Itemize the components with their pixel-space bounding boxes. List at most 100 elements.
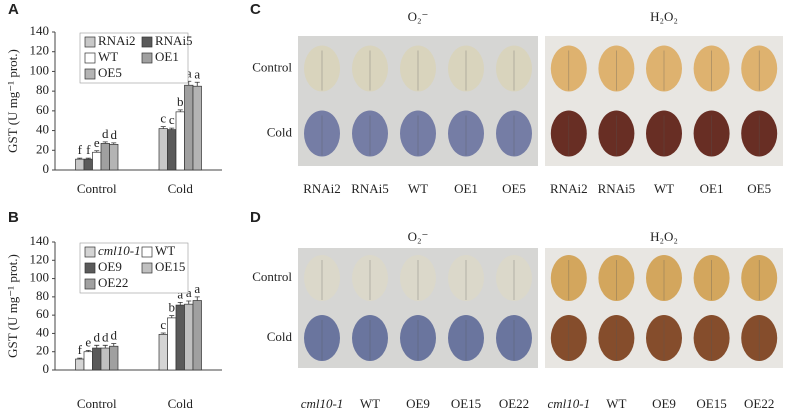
y-tick-label: 120: [30, 251, 50, 266]
bar: [100, 143, 110, 171]
legend-swatch: [84, 246, 96, 258]
legend-label: OE1: [155, 49, 179, 64]
bar: [175, 111, 185, 171]
bar: [92, 347, 102, 371]
y-tick-label: 100: [30, 62, 50, 77]
significance-letter: a: [194, 66, 200, 81]
legend-swatch: [84, 278, 96, 290]
x-tick-label: Control: [77, 181, 117, 196]
column-label: OE1: [454, 181, 478, 196]
bar: [167, 129, 177, 171]
y-tick-label: 0: [43, 361, 50, 376]
bar: [75, 358, 85, 371]
significance-letter: d: [102, 329, 109, 344]
row-label: Control: [252, 269, 292, 284]
y-tick-label: 140: [30, 233, 50, 248]
legend-label: RNAi5: [155, 33, 193, 48]
column-label: OE5: [502, 181, 526, 196]
x-tick-label: Control: [77, 396, 117, 411]
legend-label: cml10-1: [98, 243, 141, 258]
column-label: WT: [606, 396, 626, 411]
legend-swatch: [84, 68, 96, 80]
significance-letter: e: [94, 135, 100, 150]
error-bar: [85, 157, 91, 160]
y-tick-label: 140: [30, 23, 50, 38]
column-label: RNAi2: [550, 181, 588, 196]
error-bar: [102, 344, 108, 349]
bar: [158, 333, 168, 371]
error-bar: [177, 301, 183, 306]
column-label: OE22: [744, 396, 774, 411]
y-tick-label: 80: [36, 82, 49, 97]
column-label: RNAi2: [303, 181, 341, 196]
error-bar: [77, 357, 83, 360]
significance-letter: d: [111, 327, 118, 342]
bar: [100, 347, 110, 371]
error-bar: [194, 296, 200, 301]
significance-letter: a: [186, 65, 192, 80]
error-bar: [169, 127, 175, 130]
column-label: RNAi5: [598, 181, 636, 196]
significance-letter: b: [169, 300, 176, 315]
significance-letter: e: [85, 334, 91, 349]
error-bar: [194, 81, 200, 87]
row-label: Cold: [267, 124, 293, 139]
y-tick-label: 20: [36, 141, 49, 156]
photo-header: H₂O₂: [650, 9, 678, 24]
significance-letter: a: [177, 286, 183, 301]
row-label: Control: [252, 59, 292, 74]
error-bar: [177, 109, 183, 112]
error-bar: [160, 332, 166, 335]
significance-letter: f: [78, 342, 83, 357]
bar: [109, 345, 119, 371]
column-label: OE9: [406, 396, 430, 411]
error-bar: [77, 157, 83, 160]
column-label: RNAi5: [351, 181, 389, 196]
legend-box: [79, 242, 189, 294]
bar: [167, 317, 177, 371]
y-tick-label: 80: [36, 288, 49, 303]
panel-letter: A: [8, 1, 19, 18]
significance-letter: d: [102, 126, 109, 141]
y-tick-label: 60: [36, 102, 49, 117]
y-tick-label: 120: [30, 43, 50, 58]
x-tick-label: Cold: [168, 396, 194, 411]
y-tick-label: 20: [36, 343, 49, 358]
photo-header: H₂O₂: [650, 229, 678, 244]
legend-label: OE22: [98, 275, 128, 290]
bar: [158, 128, 168, 171]
error-bar: [169, 315, 175, 318]
column-label: cml10-1: [301, 396, 344, 411]
bar: [83, 158, 93, 171]
significance-letter: d: [94, 329, 101, 344]
significance-letter: f: [86, 142, 91, 157]
x-tick-label: Cold: [168, 181, 194, 196]
legend-swatch: [141, 246, 153, 258]
significance-letter: b: [177, 94, 184, 109]
error-bar: [111, 343, 117, 347]
significance-letter: c: [169, 112, 175, 127]
legend-swatch: [141, 52, 153, 64]
legend-swatch: [84, 36, 96, 48]
legend-label: WT: [155, 243, 175, 258]
bar: [109, 144, 119, 171]
row-label: Cold: [267, 329, 293, 344]
photo-header: O₂⁻: [408, 229, 429, 244]
legend-swatch: [84, 262, 96, 274]
significance-letter: c: [160, 111, 166, 126]
panel-letter: D: [250, 209, 261, 226]
significance-letter: d: [111, 127, 118, 142]
column-label: OE1: [700, 181, 724, 196]
column-label: WT: [360, 396, 380, 411]
bar: [192, 300, 202, 371]
bar: [184, 303, 194, 371]
legend-label: OE15: [155, 259, 185, 274]
error-bar: [102, 141, 108, 144]
column-label: OE15: [696, 396, 726, 411]
column-label: OE5: [747, 181, 771, 196]
bar: [83, 351, 93, 371]
photo-header: O₂⁻: [408, 9, 429, 24]
panel-letter: B: [8, 209, 19, 226]
column-label: OE22: [499, 396, 529, 411]
error-bar: [94, 344, 100, 349]
